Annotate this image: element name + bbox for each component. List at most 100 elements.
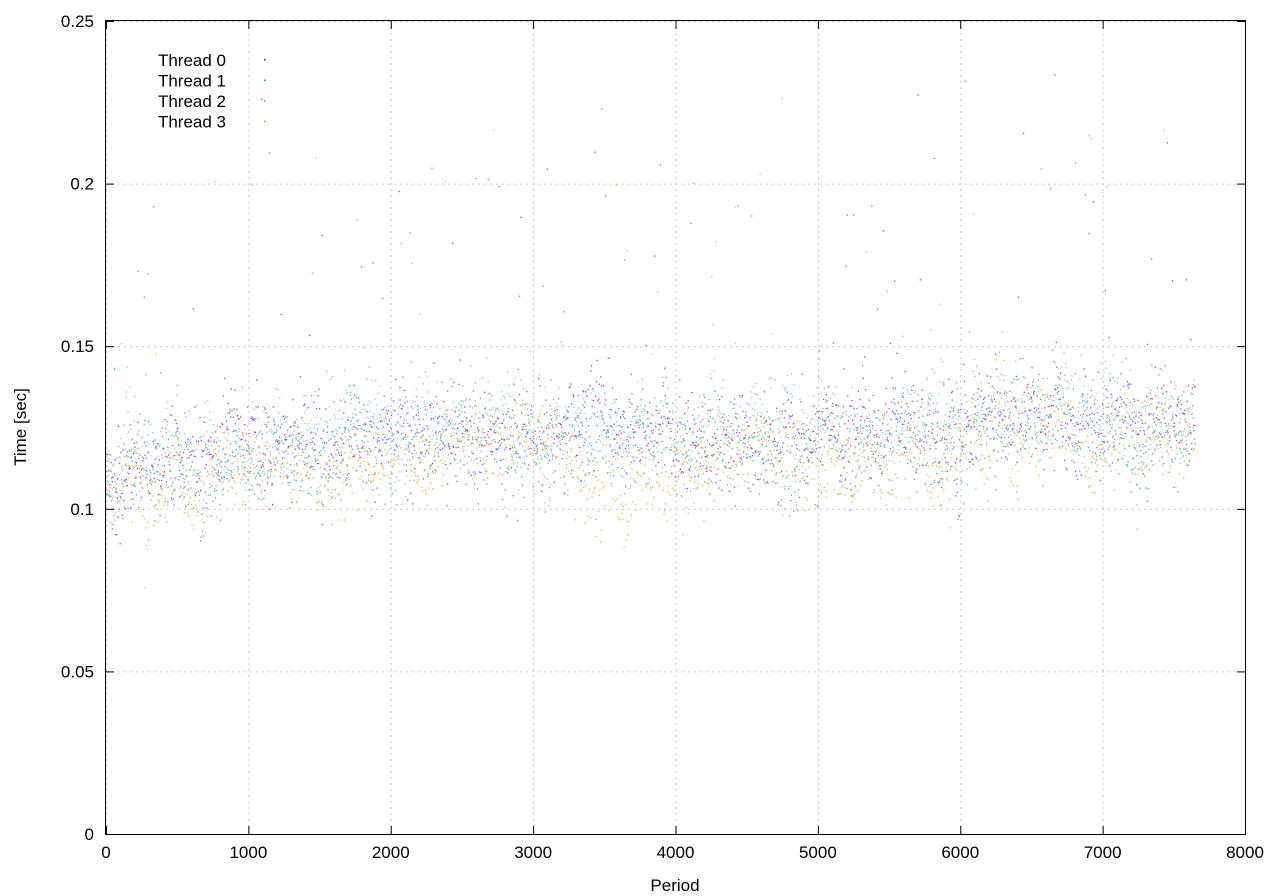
data-point <box>914 427 916 429</box>
data-point <box>1015 407 1018 409</box>
data-point <box>330 438 332 440</box>
data-point <box>445 409 447 411</box>
data-point <box>463 464 465 466</box>
data-point <box>728 436 730 438</box>
data-point <box>927 403 929 406</box>
data-point <box>644 483 647 485</box>
data-point <box>1131 420 1134 423</box>
data-point <box>975 419 978 421</box>
data-point <box>175 419 177 421</box>
data-point <box>203 421 205 423</box>
data-point <box>685 452 687 454</box>
data-point <box>506 439 508 441</box>
data-point <box>856 473 858 476</box>
data-point <box>370 426 373 428</box>
data-point <box>977 438 979 440</box>
data-point <box>828 420 830 422</box>
data-point <box>475 435 477 438</box>
data-point <box>818 349 820 352</box>
data-point <box>1139 487 1141 489</box>
data-point <box>716 428 719 430</box>
data-point <box>651 503 653 505</box>
data-point <box>229 455 231 457</box>
data-point <box>846 214 848 216</box>
data-point <box>161 465 163 467</box>
data-point <box>158 459 160 461</box>
data-point <box>337 476 339 478</box>
data-point <box>143 518 145 520</box>
data-point <box>143 296 145 298</box>
data-point <box>514 377 516 379</box>
data-point <box>142 436 144 438</box>
data-point <box>187 438 189 440</box>
data-point <box>763 425 765 428</box>
data-point <box>1184 449 1186 451</box>
data-point <box>655 442 657 444</box>
data-point <box>321 502 323 504</box>
data-point <box>832 430 835 432</box>
data-point <box>1019 442 1021 444</box>
data-point <box>799 459 801 461</box>
data-point <box>205 502 207 504</box>
data-point <box>366 450 368 452</box>
data-point <box>868 399 870 401</box>
data-point <box>293 422 295 424</box>
data-point <box>1062 441 1064 444</box>
data-point <box>214 490 216 492</box>
data-point <box>337 418 339 420</box>
data-point <box>565 442 567 445</box>
data-point <box>741 429 743 431</box>
data-point <box>519 435 521 437</box>
data-point <box>774 457 776 459</box>
data-point <box>166 456 168 458</box>
data-point <box>1030 398 1032 400</box>
data-point <box>207 471 209 473</box>
data-point <box>910 417 912 420</box>
data-point <box>1149 439 1151 441</box>
data-point <box>243 448 245 451</box>
data-point <box>197 444 200 446</box>
data-point <box>1065 367 1067 369</box>
data-point <box>1079 429 1081 431</box>
data-point <box>988 455 990 458</box>
data-point <box>1154 366 1156 368</box>
data-point <box>733 486 736 489</box>
data-point <box>393 457 395 459</box>
data-point <box>998 401 1000 403</box>
data-point <box>1023 391 1025 393</box>
data-point <box>242 479 244 481</box>
data-point <box>433 362 435 364</box>
data-point <box>862 377 864 380</box>
data-point <box>649 436 651 439</box>
data-point <box>1130 418 1132 421</box>
data-point <box>650 422 652 425</box>
data-point <box>612 498 614 500</box>
data-point <box>894 413 896 415</box>
data-point <box>420 437 422 439</box>
data-point <box>512 435 514 437</box>
data-point <box>415 452 417 454</box>
data-point <box>235 449 237 451</box>
data-point <box>894 413 897 415</box>
data-point <box>962 446 964 448</box>
data-point <box>485 470 487 473</box>
data-point <box>464 406 466 408</box>
data-point <box>642 388 644 390</box>
data-point <box>909 452 911 454</box>
data-point <box>383 419 385 421</box>
data-point <box>366 378 368 380</box>
data-point <box>795 481 797 483</box>
data-point <box>725 466 727 468</box>
data-point <box>1069 437 1071 439</box>
data-point <box>779 460 781 462</box>
data-point <box>317 459 319 461</box>
data-point <box>145 467 148 469</box>
data-point <box>881 423 884 425</box>
data-point <box>805 442 808 445</box>
data-point <box>869 477 871 479</box>
data-point <box>961 481 963 483</box>
data-point <box>533 461 536 464</box>
data-point <box>970 425 973 428</box>
data-point <box>307 489 309 491</box>
data-point <box>258 432 260 434</box>
